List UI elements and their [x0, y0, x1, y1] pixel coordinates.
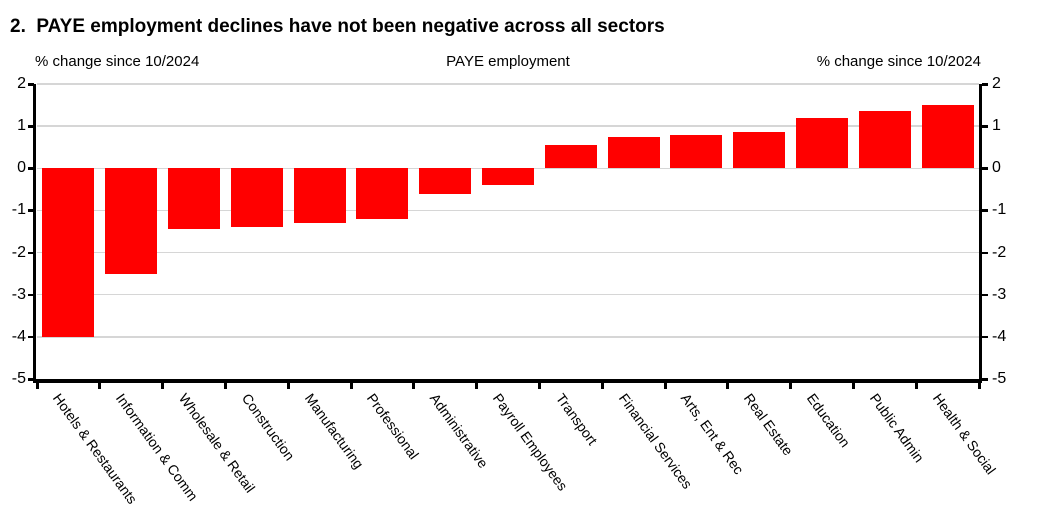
- gridline: [37, 251, 979, 254]
- y-axis-tick-left: [28, 167, 34, 170]
- bar-hotels-restaurants: [42, 168, 95, 337]
- gridline: [37, 293, 979, 296]
- bar-arts-ent-rec: [670, 134, 723, 169]
- y-axis-tick-left: [28, 209, 34, 212]
- x-axis-line: [33, 379, 982, 383]
- y-axis-tick-label-right: 1: [992, 117, 1001, 135]
- x-axis-category-label-construction: Construction: [238, 390, 298, 464]
- gridline: [37, 125, 979, 127]
- right-axis-unit-caption: % change since 10/2024: [816, 53, 981, 70]
- bar-transport: [544, 145, 597, 169]
- y-axis-line-left: [33, 84, 36, 383]
- y-axis-tick-right: [982, 251, 988, 255]
- y-axis-tick-right: [982, 167, 988, 170]
- bar-information-comm: [105, 168, 158, 274]
- x-axis-tick: [914, 383, 918, 389]
- x-axis-tick: [726, 383, 730, 389]
- x-axis-category-label-arts-ent-rec: Arts, Ent & Rec: [678, 390, 748, 478]
- y-axis-tick-right: [982, 83, 988, 86]
- chart-subtitle: PAYE employment: [446, 53, 570, 70]
- y-axis-tick-label-right: -5: [992, 370, 1007, 387]
- y-axis-tick-left: [28, 83, 34, 86]
- y-axis-tick-label-left: -4: [11, 327, 26, 345]
- x-axis-category-label-professional: Professional: [364, 390, 423, 463]
- x-axis-category-label-real-estate: Real Estate: [741, 390, 797, 459]
- bar-wholesale-retail: [168, 168, 220, 230]
- x-axis-tick: [98, 383, 102, 389]
- y-axis-tick-label-right: -2: [992, 243, 1007, 261]
- y-axis-tick-label-left: 2: [17, 75, 26, 92]
- x-axis-tick: [475, 383, 479, 389]
- y-axis-tick-right: [982, 125, 988, 128]
- y-axis-tick-left: [28, 335, 34, 339]
- x-axis-tick: [600, 383, 604, 389]
- x-axis-tick: [286, 383, 290, 389]
- y-axis-tick-label-right: 2: [992, 75, 1001, 92]
- y-axis-tick-right: [982, 209, 988, 212]
- y-axis-tick-left: [28, 293, 34, 297]
- bar-education: [796, 117, 848, 169]
- y-axis-tick-label-right: -3: [992, 285, 1007, 303]
- x-axis-category-label-public-admin: Public Admin: [866, 390, 928, 466]
- y-axis-tick-label-left: -5: [11, 370, 26, 387]
- x-axis-tick: [349, 383, 353, 389]
- bar-financial-services: [607, 136, 660, 169]
- y-axis-tick-label-left: -1: [11, 201, 26, 219]
- bar-public-admin: [858, 111, 911, 169]
- x-axis-category-label-administrative: Administrative: [427, 390, 492, 471]
- y-axis-tick-right: [982, 335, 988, 339]
- figure-title: 2. PAYE employment declines have not bee…: [10, 16, 665, 37]
- bar-health-social: [921, 105, 974, 169]
- left-axis-unit-caption: % change since 10/2024: [35, 53, 200, 70]
- x-axis-tick: [537, 383, 541, 389]
- x-axis-tick: [223, 383, 227, 389]
- bar-construction: [230, 168, 283, 228]
- y-axis-tick-label-right: 0: [992, 159, 1001, 177]
- x-axis-category-label-health-social: Health & Social: [929, 390, 999, 478]
- y-axis-tick-left: [28, 378, 34, 381]
- x-axis-tick: [851, 383, 855, 389]
- y-axis-tick-label-left: 0: [17, 159, 26, 177]
- gridline: [37, 336, 979, 338]
- x-axis-tick: [161, 383, 165, 389]
- x-axis-tick: [35, 383, 39, 389]
- x-axis-category-label-education: Education: [803, 390, 854, 451]
- y-axis-tick-right: [982, 293, 988, 297]
- y-axis-tick-left: [28, 251, 34, 255]
- y-axis-tick-right: [982, 378, 988, 381]
- y-axis-tick-label-right: -4: [992, 327, 1007, 345]
- x-axis-category-label-transport: Transport: [552, 390, 601, 448]
- x-axis-tick: [663, 383, 667, 389]
- x-axis-category-label-manufacturing: Manufacturing: [301, 390, 367, 472]
- y-axis-tick-label-right: -1: [992, 201, 1007, 219]
- gridline: [37, 209, 979, 212]
- x-axis-tick: [412, 383, 416, 389]
- y-axis-tick-label-left: -3: [11, 285, 26, 303]
- bar-manufacturing: [293, 168, 346, 224]
- y-axis-line-right: [979, 84, 982, 383]
- y-axis-tick-left: [28, 125, 34, 128]
- x-axis-tick: [789, 383, 793, 389]
- y-axis-tick-label-left: 1: [17, 117, 26, 135]
- x-axis-tick: [977, 383, 981, 389]
- bar-professional: [356, 168, 409, 219]
- gridline: [37, 83, 979, 85]
- bar-administrative: [419, 168, 472, 194]
- bar-real-estate: [733, 132, 786, 169]
- bar-payroll-employees: [482, 168, 534, 186]
- y-axis-tick-label-left: -2: [11, 243, 26, 261]
